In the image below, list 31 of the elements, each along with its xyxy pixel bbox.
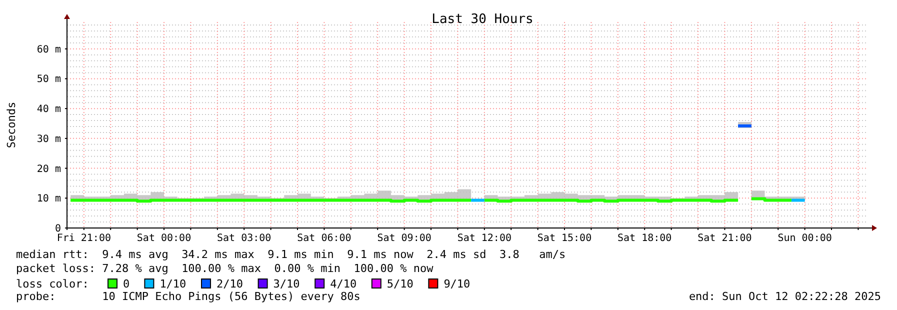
legend-label: 9/10	[444, 278, 470, 290]
legend-label: 2/10	[216, 278, 243, 290]
y-tick-label: 50 m	[36, 74, 61, 86]
text: packet loss: 7.28 % avg 100.00 % max 0.00 % min 100.00 % now	[16, 262, 434, 275]
legend-title: loss color:	[16, 278, 89, 290]
x-tick-label: Sat 03:00	[217, 233, 272, 244]
text: median rtt: 9.4 ms avg 34.2 ms max 9.1 ms min 9.1 ms now 2.4 ms sd 3.8 am/s	[16, 248, 566, 261]
y-tick-label: 0	[54, 224, 61, 234]
x-tick-label: Sat 06:00	[297, 233, 352, 244]
y-tick-label: 10 m	[36, 194, 61, 205]
legend-label: 4/10	[330, 278, 357, 290]
x-tick-label: Sat 18:00	[618, 233, 672, 244]
y-tick-label: 30 m	[36, 134, 61, 145]
x-tick-label: Sat 09:00	[377, 233, 432, 244]
x-tick-label: Fri 21:00	[56, 233, 112, 244]
x-tick-label: Sat 15:00	[537, 233, 592, 244]
y-tick-label: 40 m	[36, 104, 61, 116]
y-tick-label: 60 m	[36, 44, 61, 56]
x-tick-label: Sat 21:00	[698, 233, 752, 244]
x-tick-label: Sat 00:00	[136, 233, 192, 244]
y-tick-label: 20 m	[36, 164, 61, 175]
legend-label: 0	[123, 278, 130, 290]
legend-label: 3/10	[273, 278, 300, 290]
x-tick-label: Sat 12:00	[457, 233, 512, 244]
y-axis-title: Seconds	[5, 102, 18, 148]
chart-title: Last 30 Hours	[432, 12, 534, 27]
x-tick-label: Sun 00:00	[778, 233, 832, 244]
legend-label: 1/10	[160, 278, 186, 290]
text: end: Sun Oct 12 02:22:28 2025	[688, 290, 881, 303]
legend-label: 5/10	[386, 278, 414, 290]
text: probe: 10 ICMP Echo Pings (56 Bytes) every 80s	[16, 290, 360, 303]
